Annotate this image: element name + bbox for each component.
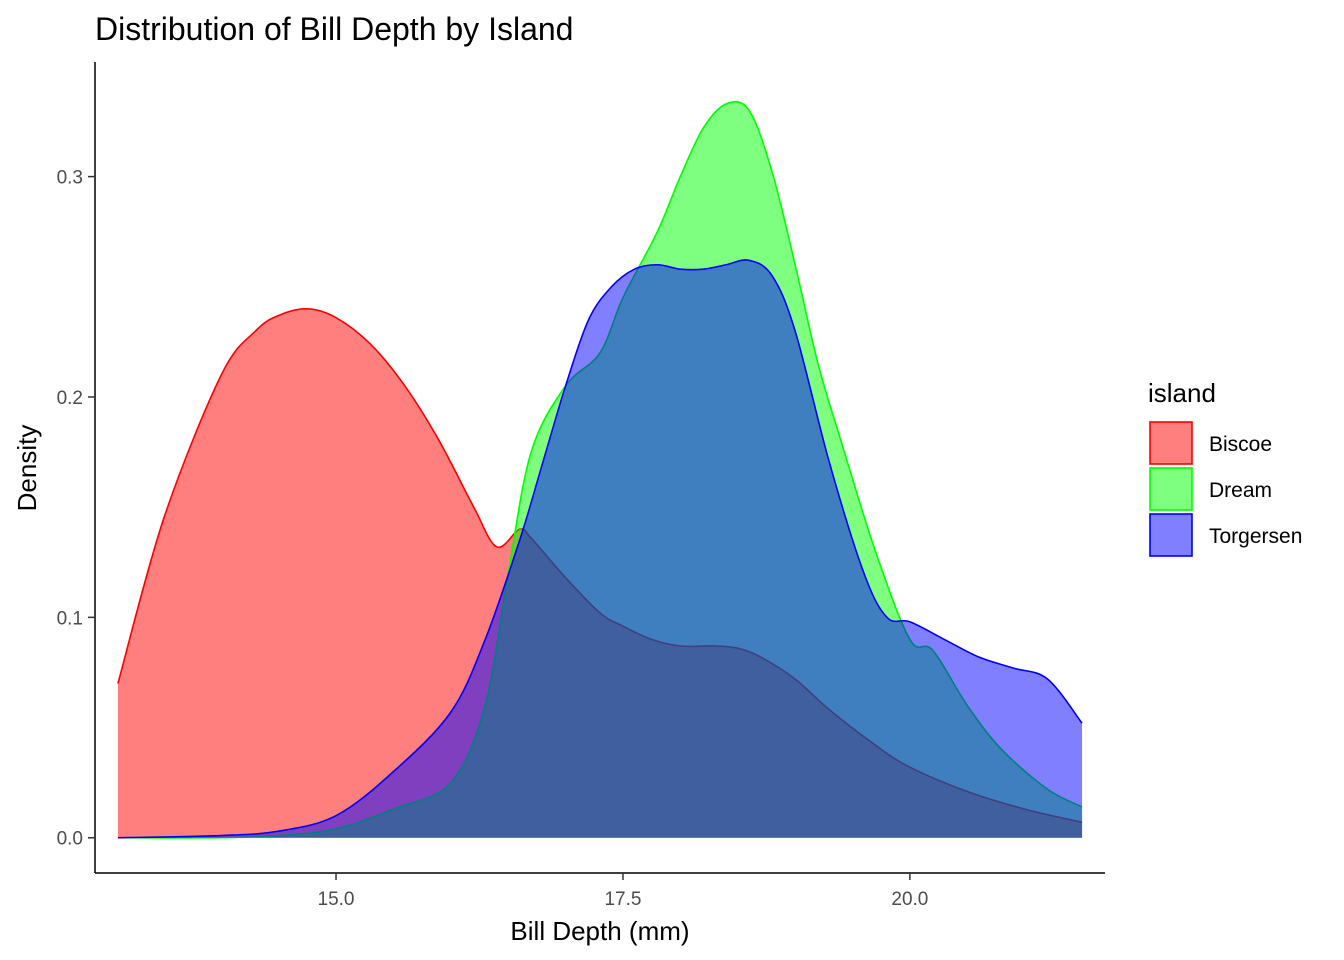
legend-title: island [1148,378,1216,408]
legend-label-dream: Dream [1209,479,1272,502]
density-area-torgersen [117,259,1083,838]
legend-swatch-torgersen [1149,513,1193,557]
y-tick-label: 0.3 [57,168,83,189]
x-tick-label: 15.0 [318,889,355,910]
x-axis-title: Bill Depth (mm) [510,916,689,946]
legend-label-biscoe: Biscoe [1209,433,1272,456]
x-tick-label: 17.5 [604,889,641,910]
y-tick-label: 0.1 [57,608,83,629]
legend-swatch-biscoe [1149,421,1193,465]
y-tick-label: 0.0 [57,829,83,850]
y-axis-ticks: 0.0 0.1 0.2 0.3 [57,168,95,850]
legend: island Biscoe Dream Torgersen [1148,378,1302,557]
density-area-biscoe [117,308,1083,838]
x-axis-ticks: 15.0 17.5 20.0 [318,873,928,910]
density-line-torgersen [117,259,1083,839]
density-areas [117,100,1083,839]
y-tick-label: 0.2 [57,388,83,409]
x-tick-label: 20.0 [891,889,928,910]
chart-title: Distribution of Bill Depth by Island [95,11,573,47]
y-axis-title: Density [12,425,42,512]
legend-label-torgersen: Torgersen [1209,525,1302,548]
legend-swatch-dream [1149,467,1193,511]
